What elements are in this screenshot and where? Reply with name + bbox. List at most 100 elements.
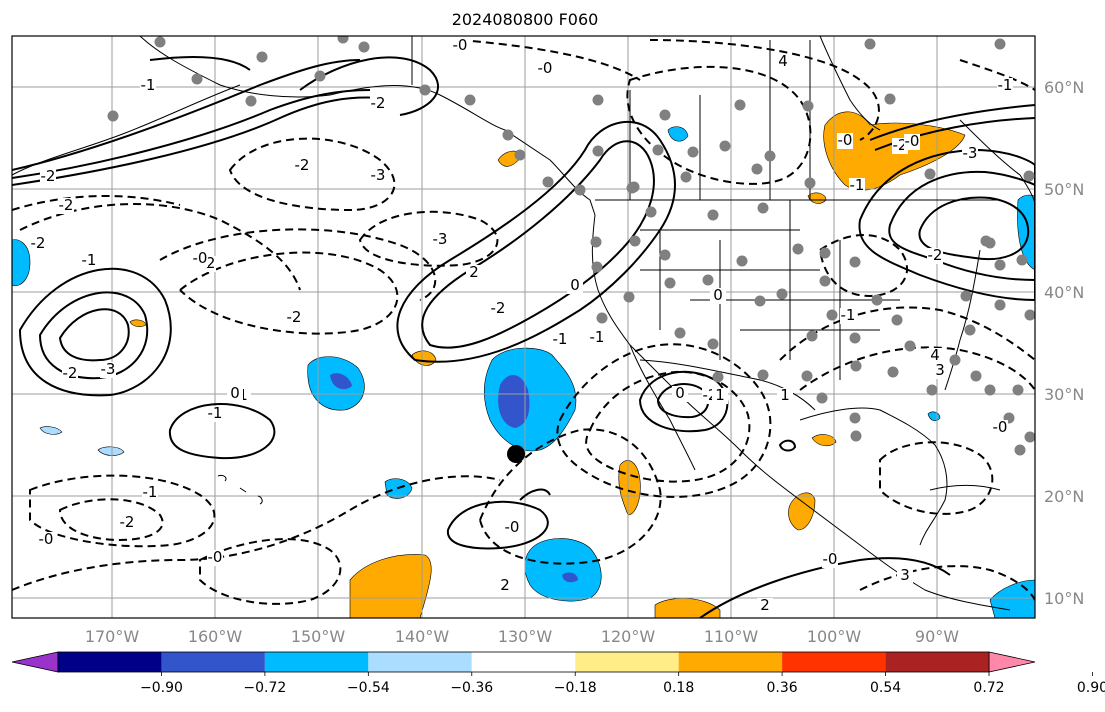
contour-dashed-8: [58, 498, 164, 542]
contour-label: -2: [295, 156, 310, 174]
station-dot: [1016, 254, 1028, 266]
contour-label: 0: [230, 384, 240, 402]
contour-dashed-11: [585, 370, 751, 483]
contour-label-bg: [119, 515, 135, 531]
station-dot: [1023, 170, 1035, 182]
colorbar-tick-label: −0.36: [450, 680, 493, 696]
contour-label-bg: [757, 598, 773, 614]
blue-region-3: [562, 572, 578, 583]
station-dot: [592, 94, 604, 106]
station-dot: [802, 100, 814, 112]
contour-label: 3: [935, 361, 945, 379]
cyan-region-3: [524, 538, 602, 602]
station-dot: [734, 99, 746, 111]
station-dot: [659, 249, 671, 261]
contour-solid-1: [18, 267, 172, 397]
contour-label: -3: [371, 166, 386, 184]
map-border: [11, 35, 1036, 619]
station-dot: [623, 291, 635, 303]
latitude-labels: 60°N 50°N 40°N 30°N 20°N 10°N: [1044, 78, 1084, 608]
station-dot: [751, 163, 763, 175]
station-dot: [358, 41, 370, 53]
lat-label: 50°N: [1044, 180, 1084, 199]
colorbar-extend-high: [988, 651, 1036, 673]
cyan-region-6: [39, 426, 63, 435]
station-dot: [754, 295, 766, 307]
contour-label: 1: [780, 386, 790, 404]
contour-label-bg: [927, 248, 943, 264]
contour-dashed-20: [199, 538, 342, 605]
station-dot: [1012, 384, 1024, 396]
contour-solid-5: [12, 96, 381, 186]
contour-solid-16: [869, 104, 1035, 141]
contour-label-bg: [207, 550, 223, 566]
cyan-region-7: [667, 126, 689, 142]
contour-label-bg: [142, 485, 158, 501]
station-dot: [514, 149, 526, 161]
contour-label-bg: [927, 348, 943, 364]
contour-solid-10: [656, 383, 710, 419]
us-mexico-border: [639, 359, 816, 411]
contour-label: -2: [371, 94, 386, 112]
station-dot: [984, 384, 996, 396]
contour-label-bg: [140, 78, 156, 94]
contour-dashed-13: [626, 65, 812, 185]
contour-dashed-16: [779, 306, 1035, 361]
contour-label: -2: [31, 234, 46, 252]
station-dot: [502, 129, 514, 141]
contour-label: -0: [505, 518, 520, 536]
lon-label: 130°W: [498, 627, 553, 646]
longitude-labels: 170°W 160°W 150°W 140°W 130°W 120°W 110°W 100°W…: [85, 627, 959, 646]
contour-label: -1: [841, 306, 856, 324]
contour-label: -2: [59, 196, 74, 214]
station-dot: [592, 145, 604, 157]
cyan-region-5: [97, 446, 125, 456]
contour-label: -0: [823, 550, 838, 568]
station-dot: [980, 235, 992, 247]
station-dot: [712, 371, 724, 383]
contour-label-bg: [504, 520, 520, 536]
contour-label-bg: [904, 134, 920, 150]
station-dot: [819, 247, 831, 259]
contour-label-bg: [822, 552, 838, 568]
station-dot: [674, 327, 686, 339]
contour-solid-6: [12, 59, 361, 171]
contour-label-bg: [100, 362, 116, 378]
contour-label-bg: [40, 169, 56, 185]
station-dot: [154, 36, 166, 48]
hawaii: [217, 475, 263, 505]
contour-solid-19: [149, 56, 440, 116]
station-dot: [801, 370, 813, 382]
station-dot: [994, 259, 1006, 271]
contour-label: 2: [469, 263, 479, 281]
lon-label: 120°W: [601, 627, 656, 646]
station-dot: [850, 430, 862, 442]
lat-label: 10°N: [1044, 589, 1084, 608]
station-dot: [419, 84, 431, 96]
contour-dashed-22: [959, 59, 1035, 91]
station-dot: [764, 150, 776, 162]
contour-solid-12: [446, 500, 549, 550]
colorbar-outline: [57, 651, 990, 673]
station-dot: [652, 144, 664, 156]
station-dot: [596, 312, 608, 324]
contour-label: -0: [193, 249, 208, 267]
contour-label-bg: [672, 386, 688, 402]
station-dot: [926, 384, 938, 396]
contour-solid-3: [58, 308, 130, 362]
contour-label: 3: [900, 566, 910, 584]
lat-label: 60°N: [1044, 78, 1084, 97]
station-dot: [994, 38, 1006, 50]
orange-region-7: [811, 434, 837, 447]
station-dot: [806, 330, 818, 342]
contour-label: -1: [850, 176, 865, 194]
contour-label: -1: [998, 76, 1013, 94]
contour-dashed-10: [556, 343, 772, 498]
station-dot: [819, 275, 831, 287]
contour-label: -2: [41, 167, 56, 185]
contour-label: -1: [82, 251, 97, 269]
contour-label-bg: [286, 310, 302, 326]
contour-label: -0: [453, 36, 468, 54]
contour-label-bg: [837, 133, 853, 149]
contour-label: 2: [760, 596, 770, 614]
